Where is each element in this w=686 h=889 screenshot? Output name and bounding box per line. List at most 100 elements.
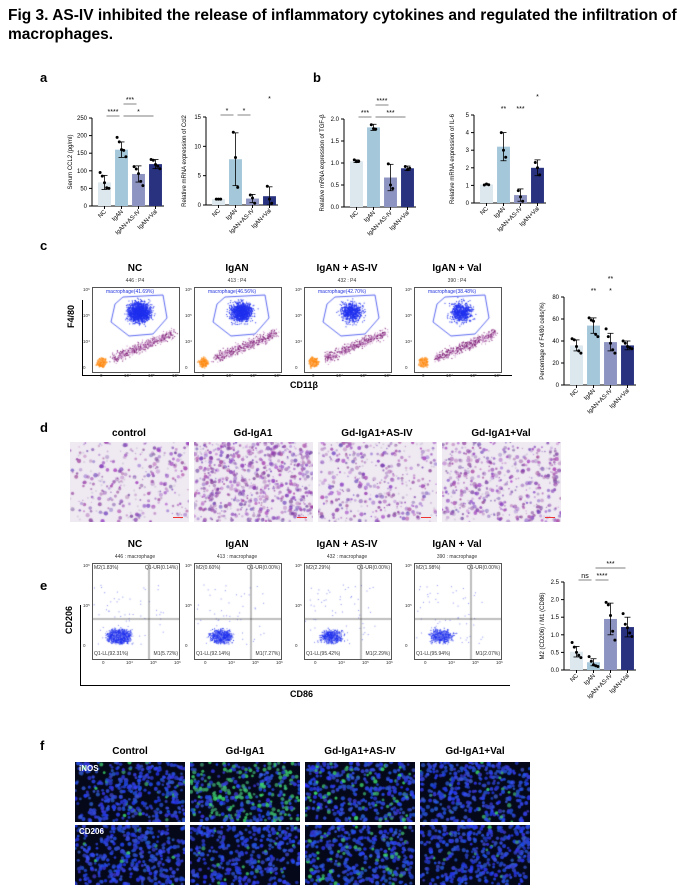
data-point (132, 165, 136, 169)
quadrant-ll: Q1-LL(95.42%) (306, 651, 341, 657)
panel-label-c: c (40, 238, 48, 253)
significance-label: * (609, 288, 612, 295)
data-point (124, 155, 128, 159)
bar-chart-ccl2-serum: 0 50 100 150 200 250 Serum CCL2 (pg/ml) NC IgAN I… (58, 82, 168, 247)
fluorescence-micrograph: iNOS (75, 762, 185, 822)
bar-igan-val (621, 627, 634, 670)
event-count: 413 : P4 (227, 278, 247, 284)
transwell-micrograph (194, 442, 313, 522)
y-tick-label: 10⁶ (405, 287, 412, 292)
data-point (587, 316, 591, 320)
data-point (217, 197, 220, 201)
y-tick-label: 10⁵ (295, 313, 302, 318)
bar-igan (497, 146, 510, 203)
y-tick-label: 10⁴ (295, 339, 302, 344)
data-point (594, 332, 598, 336)
y-tick-label: 0 (466, 201, 470, 207)
y-tick-label: 0.5 (551, 650, 560, 656)
significance-label: * (137, 109, 140, 116)
data-point (611, 348, 615, 352)
x-tick-label: IgAN (363, 210, 377, 224)
micrograph-image (194, 442, 313, 522)
data-point (628, 631, 632, 635)
flow-plot-f480-cd11b: 446 : P4 macrophage(41.69%) 10⁶ 10⁵ 10⁴ 0 0 10⁴… (83, 278, 180, 378)
data-point (592, 319, 595, 323)
x-tick-label: 0 (204, 660, 207, 665)
data-point (604, 327, 608, 331)
y-tick-label: 10⁶ (295, 287, 302, 292)
flow-scatter-plot (304, 563, 392, 660)
x-tick-label: NC (570, 673, 581, 684)
y-tick-label: 10⁶ (83, 563, 90, 568)
y-tick-label: 1.0 (551, 633, 560, 639)
quadrant-ll: Q1-LL(92.14%) (196, 651, 231, 657)
data-point (134, 167, 138, 171)
gate-label: macrophage(41.69%) (106, 289, 155, 295)
data-point (611, 629, 615, 633)
quadrant-ul: M2(2.29%) (306, 565, 331, 571)
flow-title: IgAN + Val (432, 539, 482, 550)
data-point (214, 197, 218, 201)
scale-bar (297, 517, 307, 518)
flow-scatter-plot (414, 287, 502, 373)
data-point (575, 650, 578, 654)
y-tick-label: 0.0 (551, 668, 560, 674)
x-tick-label: 10⁵ (362, 660, 369, 665)
data-point (579, 656, 583, 660)
x-tick-label: 10⁶ (496, 660, 503, 665)
data-point (403, 165, 407, 169)
y-tick-label: 10⁶ (185, 563, 192, 568)
x-tick-label: IgAN (583, 388, 597, 402)
x-tick-label: 0 (100, 373, 103, 378)
y-tick-label: 10⁵ (295, 603, 302, 608)
data-point (357, 159, 361, 163)
transwell-micrograph (70, 442, 189, 522)
y-axis-label: Percentage of F4/80 cells(%) (540, 302, 546, 379)
transwell-micrograph (442, 442, 561, 522)
fluorescence-image (190, 825, 300, 885)
x-tick-label: 0 (312, 373, 315, 378)
y-tick-label: 0 (295, 643, 298, 648)
micrograph-image (318, 442, 437, 522)
y-tick-label: 0.0 (331, 205, 340, 211)
data-point (538, 173, 542, 177)
bar-igan-val (621, 345, 634, 385)
significance-label: *** (126, 97, 134, 104)
quadrant-ll: Q1-LL(95.94%) (416, 651, 451, 657)
significance-label: * (268, 96, 271, 103)
quadrant-ul: M2(0.60%) (196, 565, 221, 571)
chart-svg: 0 5 10 15 Relative mRNA expression of Ccl2 NC… (182, 96, 278, 235)
y-tick-label: 0 (295, 365, 298, 370)
data-point (536, 166, 539, 170)
gate-label: macrophage(46.56%) (208, 289, 257, 295)
significance-label: * (536, 94, 539, 101)
y-tick-label: 5 (466, 113, 470, 119)
stain-label: CD206 (79, 827, 104, 836)
data-point (151, 158, 155, 162)
fluorescence-image (420, 762, 530, 822)
image-title: Gd-IgA1 (233, 428, 273, 439)
data-point (577, 653, 581, 657)
fluorescence-image (305, 825, 415, 885)
y-tick-label: 100 (77, 169, 88, 175)
cd86-axis-label: CD86 (290, 689, 314, 699)
y-tick-label: 10⁶ (185, 287, 192, 292)
flow-scatter-plot (194, 563, 282, 660)
gate-label: macrophage(38.48%) (428, 289, 477, 295)
data-point (533, 161, 537, 165)
data-point (137, 172, 140, 176)
event-count: 413 : macrophage (216, 554, 258, 560)
y-tick-label: 1.0 (331, 161, 340, 167)
flow-scatter-plot (92, 287, 180, 373)
bar-igan-val (401, 168, 414, 207)
y-tick-label: 0 (83, 643, 86, 648)
significance-label: **** (377, 98, 388, 105)
x-tick-label: NC (570, 388, 581, 399)
y-tick-label: 10⁵ (185, 603, 192, 608)
y-tick-label: 2.5 (551, 580, 560, 586)
x-tick-label: 10⁵ (148, 373, 155, 378)
cd86-axis-arrow (80, 685, 510, 686)
flow-title: IgAN + Val (432, 263, 482, 274)
x-tick-label: 10⁵ (470, 373, 477, 378)
data-point (606, 603, 610, 607)
